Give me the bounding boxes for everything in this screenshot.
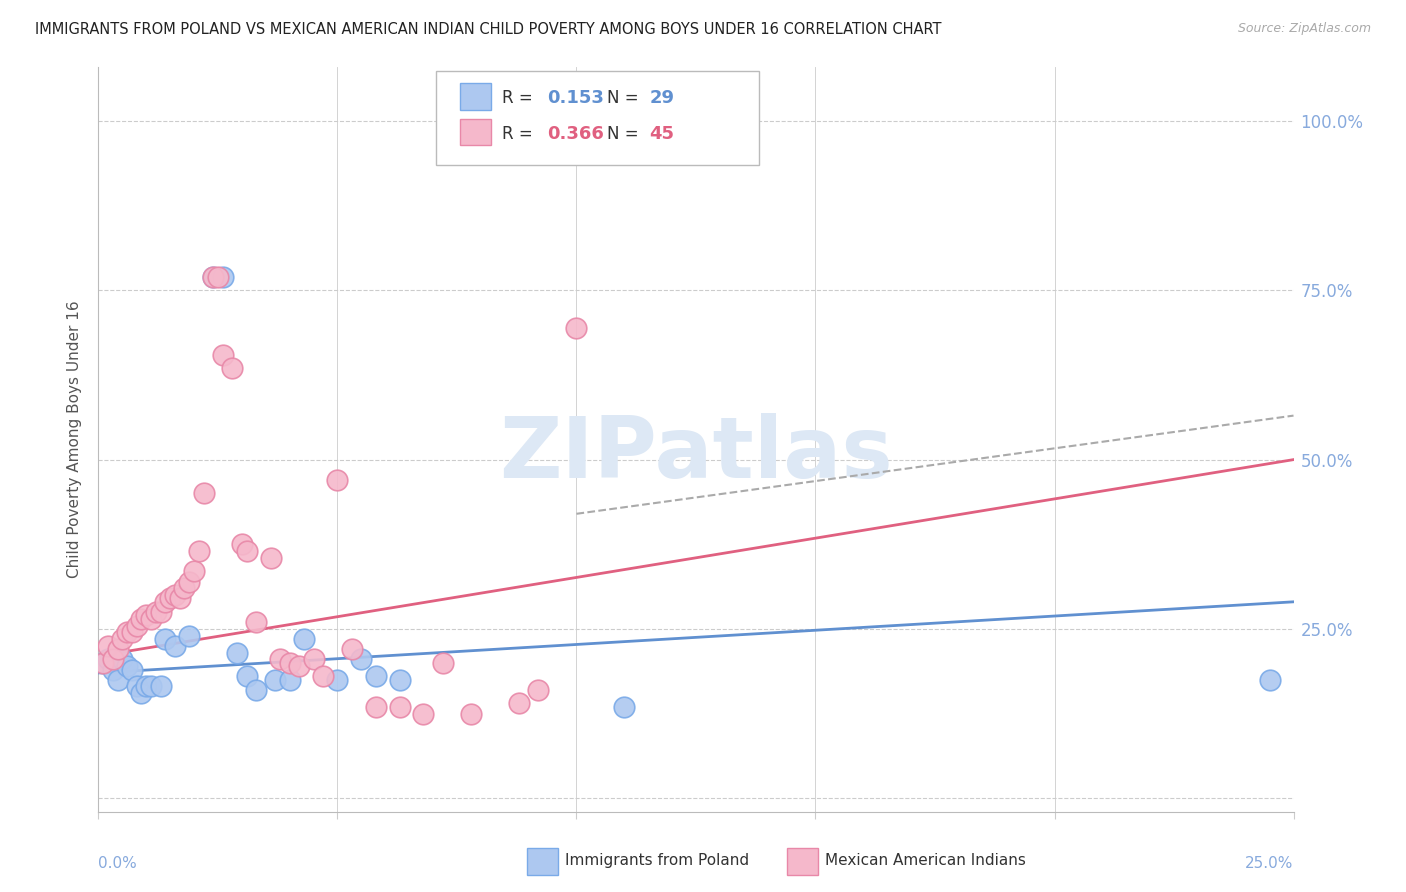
Point xyxy=(226,646,249,660)
Point xyxy=(163,639,186,653)
Point xyxy=(107,673,129,687)
Point xyxy=(149,680,172,694)
Point xyxy=(460,706,482,721)
Point xyxy=(340,642,363,657)
Point xyxy=(183,565,205,579)
Point xyxy=(207,269,229,284)
Text: 25.0%: 25.0% xyxy=(1246,856,1294,871)
Text: Source: ZipAtlas.com: Source: ZipAtlas.com xyxy=(1237,22,1371,36)
Point xyxy=(613,699,636,714)
Point xyxy=(193,486,215,500)
Point xyxy=(364,669,387,683)
Point xyxy=(292,632,315,646)
Point xyxy=(97,652,120,666)
Point xyxy=(135,608,157,623)
Point xyxy=(125,680,148,694)
Text: 29: 29 xyxy=(650,89,675,107)
Point xyxy=(107,642,129,657)
Point xyxy=(91,656,114,670)
Point xyxy=(125,618,148,632)
Point xyxy=(388,699,411,714)
Point xyxy=(101,652,124,666)
Point xyxy=(364,699,387,714)
Point xyxy=(211,269,233,284)
Point xyxy=(135,680,157,694)
Point xyxy=(412,706,434,721)
Point xyxy=(565,320,588,334)
Point xyxy=(115,659,138,673)
Point xyxy=(159,591,181,606)
Y-axis label: Child Poverty Among Boys Under 16: Child Poverty Among Boys Under 16 xyxy=(67,301,83,578)
Point xyxy=(278,673,301,687)
Text: N =: N = xyxy=(607,125,644,143)
Text: ZIPatlas: ZIPatlas xyxy=(499,413,893,496)
Point xyxy=(350,652,373,666)
Point xyxy=(221,361,243,376)
Point xyxy=(269,652,291,666)
Point xyxy=(173,582,195,596)
Point xyxy=(145,605,167,619)
Point xyxy=(187,544,209,558)
Point xyxy=(245,615,267,629)
Point xyxy=(179,574,201,589)
Text: R =: R = xyxy=(502,125,538,143)
Point xyxy=(1258,673,1281,687)
Point xyxy=(235,544,257,558)
Point xyxy=(101,663,124,677)
Point xyxy=(259,550,281,565)
Point xyxy=(326,673,349,687)
Text: Mexican American Indians: Mexican American Indians xyxy=(825,854,1026,868)
Point xyxy=(121,625,143,640)
Point xyxy=(139,680,162,694)
Point xyxy=(121,663,143,677)
Point xyxy=(139,612,162,626)
Point xyxy=(388,673,411,687)
Point xyxy=(155,595,177,609)
Text: 0.0%: 0.0% xyxy=(98,856,138,871)
Text: R =: R = xyxy=(502,89,538,107)
Point xyxy=(91,656,114,670)
Point xyxy=(111,632,134,646)
Point xyxy=(264,673,287,687)
Point xyxy=(97,639,120,653)
Text: 0.366: 0.366 xyxy=(547,125,603,143)
Point xyxy=(235,669,257,683)
Point xyxy=(131,612,153,626)
Point xyxy=(163,588,186,602)
Point xyxy=(211,348,233,362)
Point xyxy=(326,473,349,487)
Point xyxy=(288,659,311,673)
Point xyxy=(508,697,530,711)
Point xyxy=(179,629,201,643)
Point xyxy=(202,269,225,284)
Text: Immigrants from Poland: Immigrants from Poland xyxy=(565,854,749,868)
Point xyxy=(115,625,138,640)
Point xyxy=(302,652,325,666)
Text: 0.153: 0.153 xyxy=(547,89,603,107)
Text: 45: 45 xyxy=(650,125,675,143)
Point xyxy=(202,269,225,284)
Point xyxy=(312,669,335,683)
Point xyxy=(432,656,454,670)
Point xyxy=(149,605,172,619)
Point xyxy=(245,682,267,697)
Text: N =: N = xyxy=(607,89,644,107)
Point xyxy=(527,682,550,697)
Point xyxy=(111,652,134,666)
Point xyxy=(231,537,253,551)
Point xyxy=(278,656,301,670)
Text: IMMIGRANTS FROM POLAND VS MEXICAN AMERICAN INDIAN CHILD POVERTY AMONG BOYS UNDER: IMMIGRANTS FROM POLAND VS MEXICAN AMERIC… xyxy=(35,22,942,37)
Point xyxy=(155,632,177,646)
Point xyxy=(131,686,153,700)
Point xyxy=(169,591,191,606)
